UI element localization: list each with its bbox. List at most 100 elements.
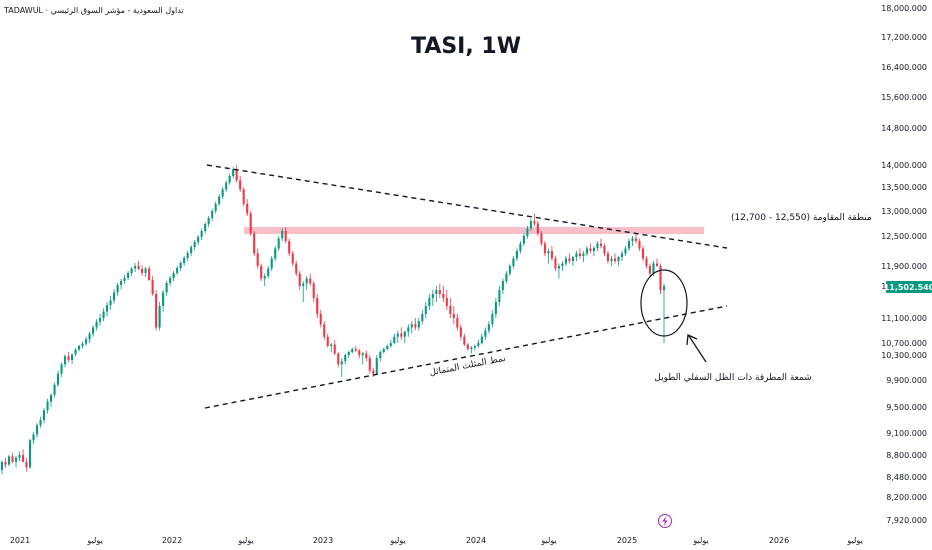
candle-body bbox=[358, 350, 361, 355]
candle bbox=[197, 235, 200, 245]
candle-body bbox=[120, 281, 123, 285]
candle-body bbox=[323, 324, 326, 337]
candle bbox=[116, 283, 119, 296]
candle-body bbox=[414, 324, 417, 328]
candle bbox=[498, 286, 501, 306]
candle-body bbox=[470, 347, 473, 349]
candle bbox=[337, 352, 340, 368]
candle-body bbox=[330, 344, 333, 346]
candle-body bbox=[235, 169, 238, 181]
candle-body bbox=[512, 258, 515, 266]
candle-body bbox=[603, 246, 606, 254]
price-tick-label: 9,900.000 bbox=[886, 376, 927, 385]
candle-body bbox=[466, 344, 469, 349]
candle bbox=[32, 431, 35, 444]
candle-body bbox=[263, 276, 266, 279]
price-axis[interactable]: 18,000.000 17,200.000 16,400.000 15,600.000… bbox=[881, 4, 927, 525]
candle-body bbox=[284, 231, 287, 241]
candle bbox=[407, 324, 410, 337]
candle bbox=[151, 276, 154, 296]
candle bbox=[442, 286, 445, 302]
candle-body bbox=[361, 353, 364, 355]
candle-body bbox=[4, 461, 7, 465]
resistance-zone-label: منطقة المقاومة (12,550 - 12,700) bbox=[731, 213, 872, 223]
candle-body bbox=[487, 324, 490, 331]
candle bbox=[456, 314, 459, 331]
candle-body bbox=[627, 241, 631, 249]
candle-body bbox=[554, 258, 557, 269]
candle bbox=[183, 256, 186, 266]
candle-body bbox=[543, 243, 546, 254]
candle-body bbox=[74, 349, 77, 355]
candle-body bbox=[652, 263, 655, 274]
candle bbox=[11, 452, 14, 464]
candle bbox=[452, 306, 455, 325]
candle bbox=[400, 327, 403, 340]
candle bbox=[63, 354, 67, 368]
candle-body bbox=[494, 302, 497, 314]
candle bbox=[28, 438, 32, 469]
price-tick-label: 18,000.000 bbox=[881, 4, 927, 13]
candle-body bbox=[106, 305, 109, 312]
candle bbox=[547, 248, 550, 264]
candle bbox=[655, 258, 659, 267]
candle bbox=[0, 460, 4, 475]
candle bbox=[561, 261, 564, 271]
candle bbox=[431, 290, 434, 306]
candle-body bbox=[116, 285, 119, 293]
candle bbox=[557, 263, 560, 279]
candle-body bbox=[25, 461, 28, 468]
candle-body bbox=[200, 231, 203, 237]
candle bbox=[379, 350, 382, 362]
hammer-highlight-circle bbox=[640, 269, 688, 337]
lightning-icon[interactable] bbox=[658, 514, 672, 528]
candle-body bbox=[32, 434, 35, 441]
candle-body bbox=[610, 258, 613, 261]
candle bbox=[319, 310, 322, 328]
time-axis[interactable]: 2021 يوليو 2022 يوليو 2023 يوليو 2024 يوليو 2025… bbox=[10, 536, 863, 545]
candle-body bbox=[190, 247, 193, 253]
candle-body bbox=[557, 266, 560, 269]
candle bbox=[291, 251, 294, 266]
candle bbox=[120, 279, 123, 290]
candle bbox=[631, 236, 634, 246]
candle bbox=[25, 457, 28, 472]
candle bbox=[505, 271, 508, 284]
candle bbox=[603, 243, 606, 256]
candle-body bbox=[239, 180, 242, 190]
candle-body bbox=[631, 238, 634, 241]
price-tick-label: 10,700.000 bbox=[881, 339, 927, 348]
candle bbox=[361, 352, 364, 365]
candle bbox=[638, 238, 641, 251]
candle-body bbox=[267, 268, 270, 276]
candle-body bbox=[179, 263, 182, 268]
candle bbox=[613, 253, 617, 264]
candle-body bbox=[620, 253, 624, 257]
candle bbox=[200, 228, 203, 240]
candle bbox=[610, 256, 613, 266]
candle-body bbox=[547, 251, 550, 254]
candle-body bbox=[410, 324, 413, 328]
candle-body bbox=[53, 384, 56, 395]
candle bbox=[624, 246, 627, 256]
price-tick-label: 13,500.000 bbox=[881, 183, 927, 192]
candle-body bbox=[463, 336, 466, 345]
candle-body bbox=[277, 238, 280, 249]
candle bbox=[368, 355, 371, 374]
candle-body bbox=[550, 251, 553, 259]
candle bbox=[56, 370, 60, 387]
candle bbox=[659, 263, 662, 294]
candle-body bbox=[564, 258, 567, 264]
time-tick-label: يوليو bbox=[692, 536, 708, 545]
candle bbox=[99, 314, 102, 326]
candle bbox=[204, 222, 207, 234]
candle-body bbox=[151, 280, 154, 294]
candle bbox=[519, 241, 522, 254]
candle bbox=[634, 233, 638, 244]
price-tick-label: 8,480.000 bbox=[886, 473, 927, 482]
price-tick-label: 8,200.000 bbox=[886, 493, 927, 502]
candle bbox=[382, 347, 385, 354]
candle bbox=[571, 256, 574, 266]
candle-body bbox=[35, 425, 39, 435]
